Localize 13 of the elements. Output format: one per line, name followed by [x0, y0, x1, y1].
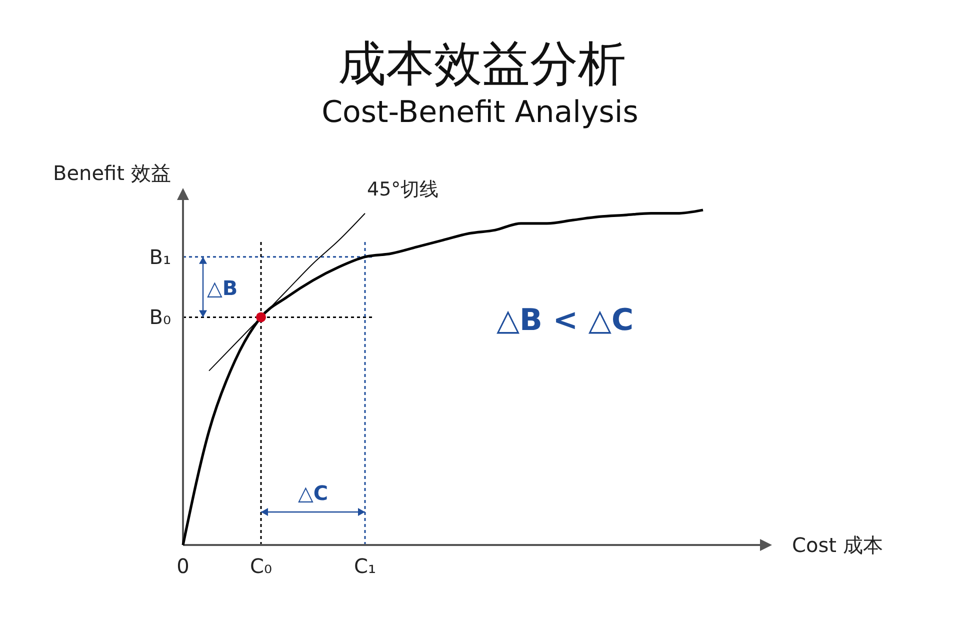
annotation: △B < △C: [496, 303, 634, 338]
ref-line-label: B₁: [149, 244, 171, 269]
chart-title: 成本效益分析: [338, 36, 626, 92]
x-tick-label: 0: [176, 554, 190, 578]
series-label: 45°切线: [367, 178, 439, 200]
annotation: △C: [298, 481, 328, 505]
annotation: △B: [207, 276, 238, 300]
ref-line-label: B₀: [149, 305, 171, 330]
x-tick-label: C₀: [250, 554, 272, 578]
x-axis-title: Cost 成本: [792, 533, 883, 557]
x-tick-label: C₁: [354, 554, 376, 578]
y-axis-title: Benefit 效益: [53, 161, 171, 185]
chart-subtitle: Cost-Benefit Analysis: [322, 95, 638, 130]
